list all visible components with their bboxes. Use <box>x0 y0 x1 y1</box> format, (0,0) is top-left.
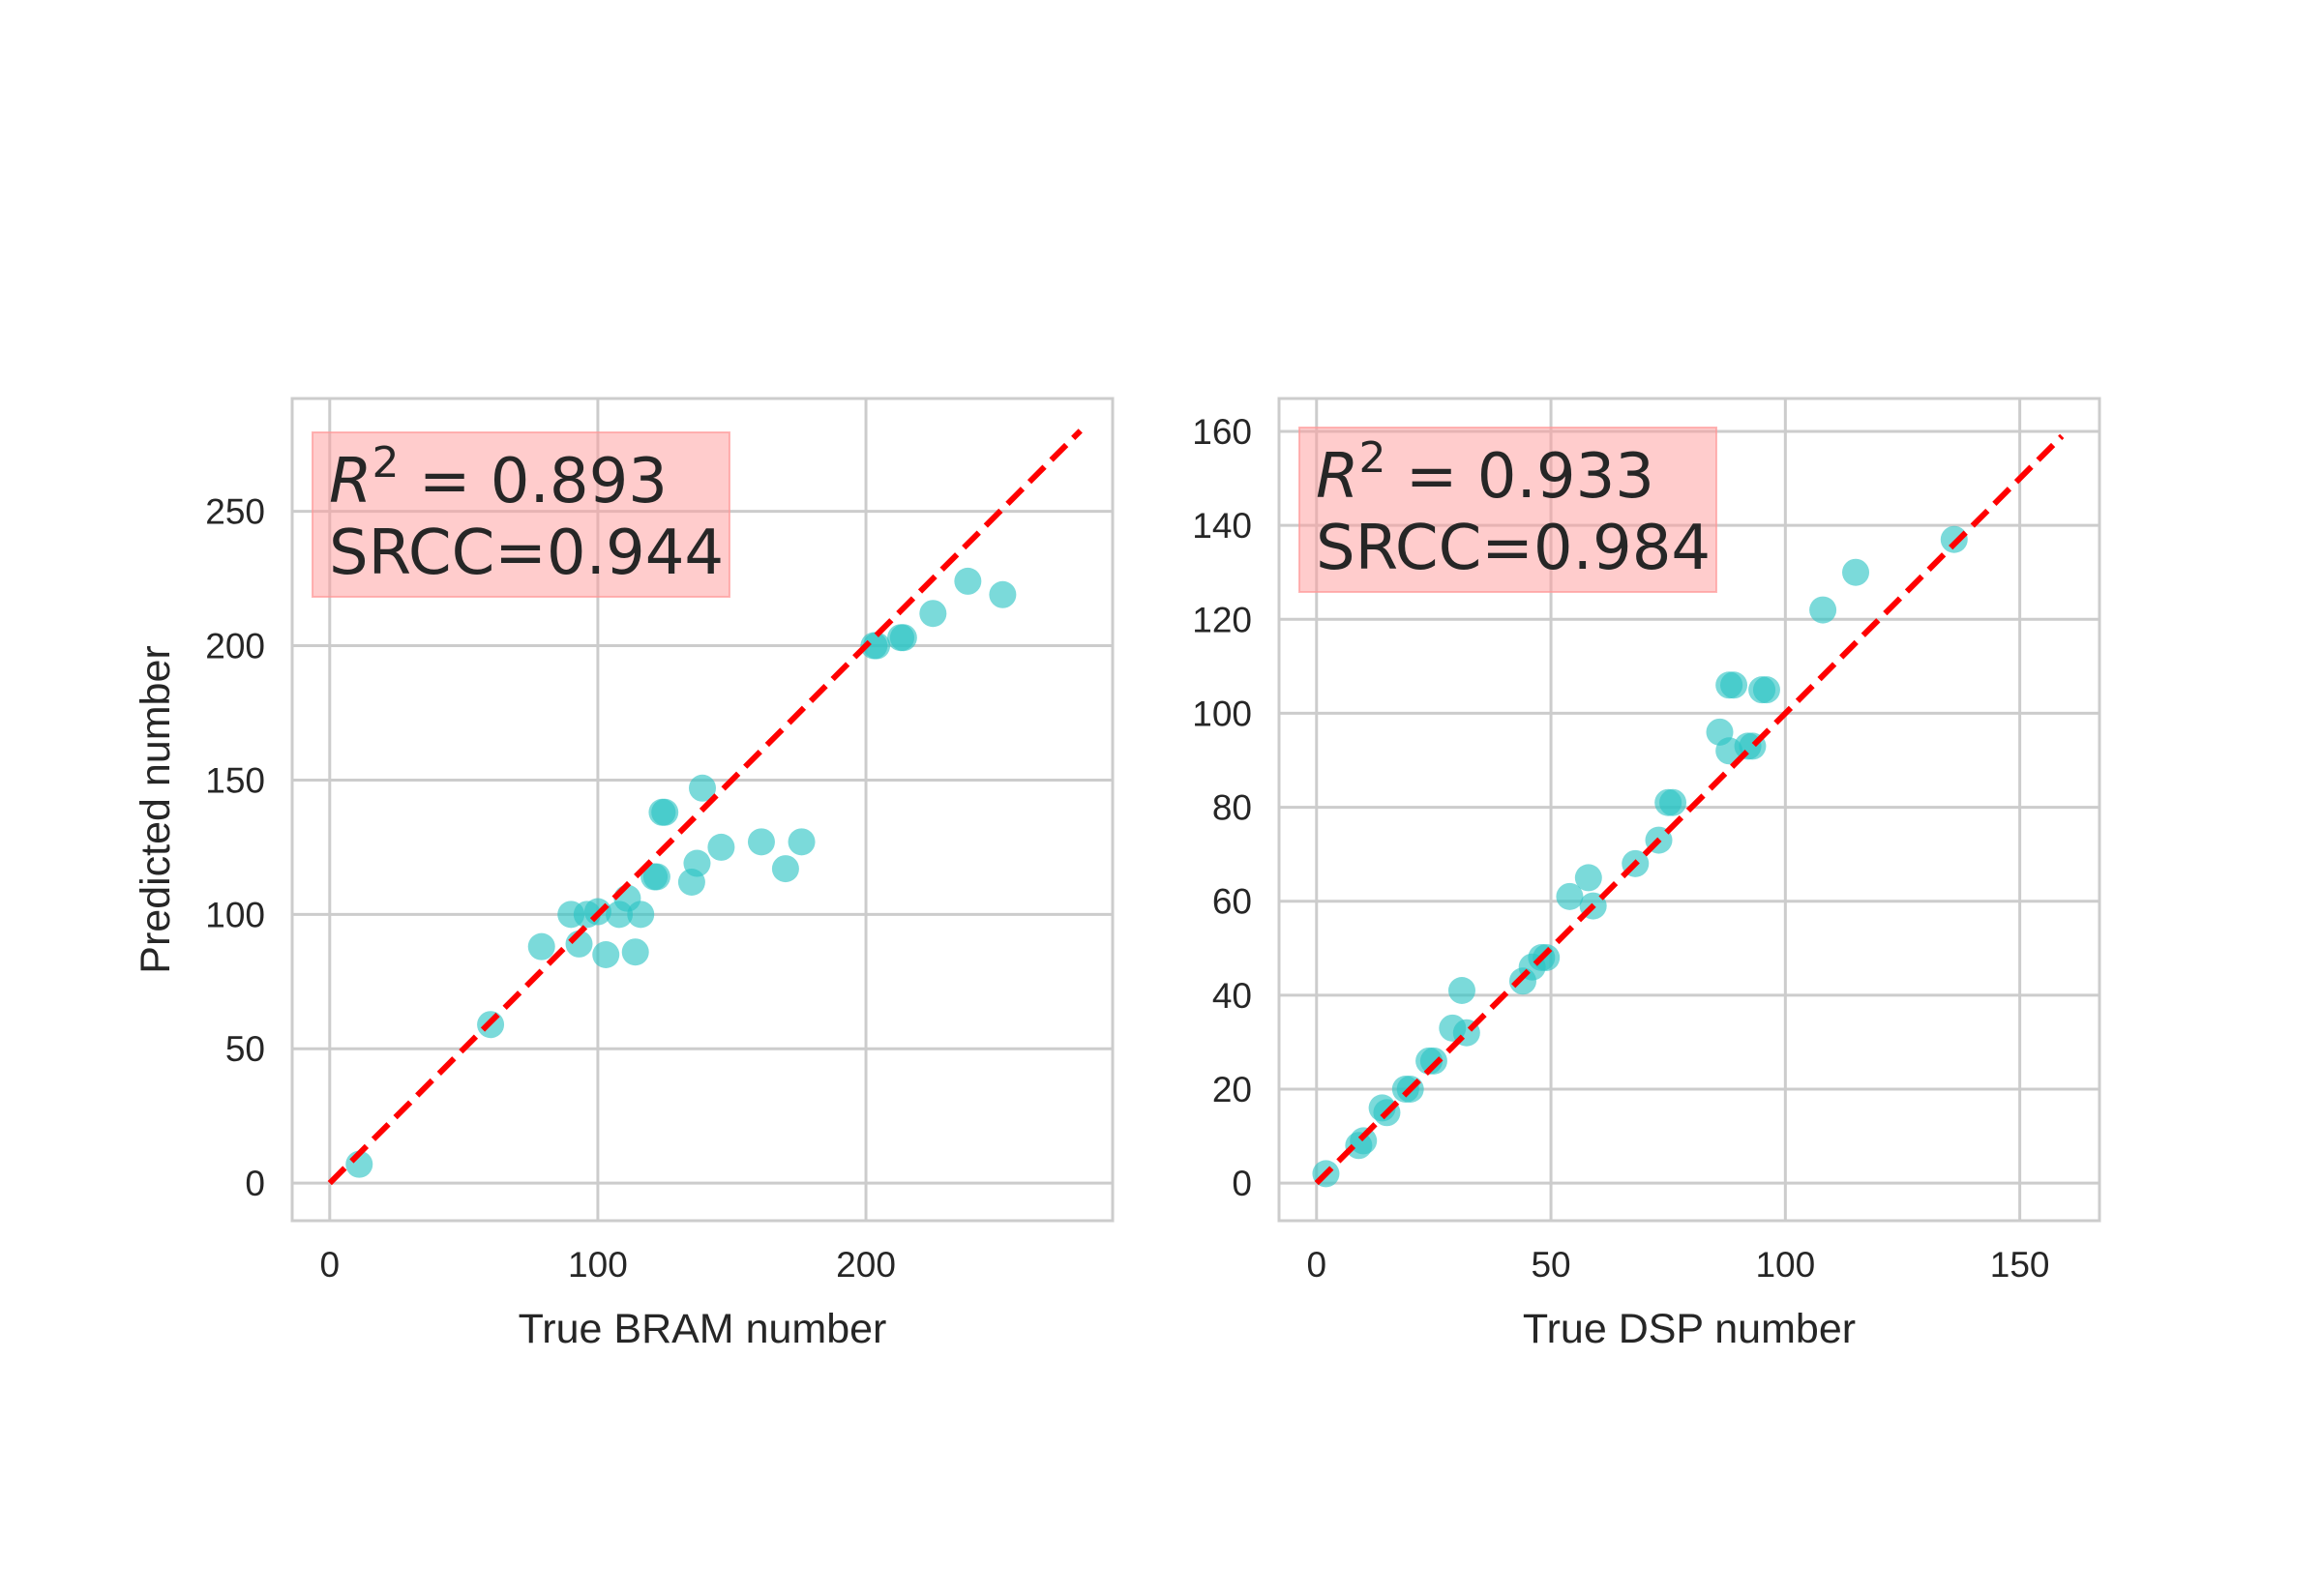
dsp-srcc-text: SRCC=0.984 <box>1316 513 1711 584</box>
bram-data-point <box>627 901 655 929</box>
dsp-x-tick-label: 50 <box>1531 1245 1570 1285</box>
bram-y-tick-label: 0 <box>245 1164 265 1203</box>
bram-r2-symbol: R <box>329 446 372 517</box>
bram-r2-text: R2 = 0.893 <box>329 438 668 517</box>
bram-axes-frame <box>290 397 1115 1223</box>
dsp-data-point <box>1659 788 1687 816</box>
bram-y-tick-label: 150 <box>205 760 265 800</box>
dsp-data-point <box>1419 1047 1447 1075</box>
dsp-r2-value: = 0.933 <box>1385 441 1654 513</box>
bram-y-ticks: 0 50 100 150 200 250 <box>205 492 265 1203</box>
bram-y-tick-label: 50 <box>225 1029 265 1069</box>
bram-r2-value: = 0.893 <box>399 446 668 517</box>
dsp-y-tick-label: 0 <box>1232 1164 1252 1203</box>
dsp-y-tick-label: 120 <box>1192 600 1252 639</box>
dsp-diagonal-line <box>1314 433 2065 1186</box>
dsp-data-point <box>1574 864 1602 892</box>
bram-scatter-plot: 0 100 200 0 50 100 150 200 250 True BRAM number… <box>133 397 1115 1352</box>
dsp-x-tick-label: 150 <box>1990 1245 2050 1285</box>
dsp-y-ticks: 0 20 40 60 80 100 120 140 160 <box>1192 412 1252 1203</box>
bram-data-point <box>707 833 735 861</box>
dsp-data-point <box>1720 671 1748 699</box>
dsp-x-axis-label: True DSP number <box>1523 1306 1856 1352</box>
bram-diagonal-line <box>327 429 1083 1186</box>
dsp-data-point <box>1350 1127 1378 1155</box>
dsp-x-tick-label: 100 <box>1755 1245 1815 1285</box>
bram-y-axis-label: Predicted number <box>133 645 179 973</box>
bram-x-tick-label: 200 <box>836 1245 896 1285</box>
dsp-scatter-plot: 0 50 100 150 0 20 40 60 80 100 120 140 160 True DSP… <box>1192 397 2101 1352</box>
bram-r2-exponent: 2 <box>372 438 399 488</box>
bram-data-point <box>954 567 982 595</box>
bram-data-point <box>863 632 891 660</box>
dsp-data-point <box>1809 596 1837 624</box>
dsp-axes-frame <box>1277 397 2101 1223</box>
bram-y-tick-label: 250 <box>205 492 265 532</box>
bram-data-point <box>683 849 711 877</box>
bram-data-point <box>651 798 679 826</box>
dsp-x-tick-label: 0 <box>1306 1245 1326 1285</box>
dsp-y-tick-label: 60 <box>1212 882 1252 922</box>
bram-x-tick-label: 100 <box>568 1245 628 1285</box>
bram-data-point <box>689 774 716 802</box>
dsp-data-point <box>1940 525 1968 553</box>
dsp-r2-exponent: 2 <box>1358 433 1385 483</box>
bram-y-tick-label: 200 <box>205 627 265 666</box>
bram-data-point <box>788 828 816 856</box>
bram-data-point <box>747 828 775 856</box>
bram-data-point <box>771 855 799 883</box>
dsp-y-tick-label: 140 <box>1192 506 1252 546</box>
bram-data-point <box>621 938 649 966</box>
bram-srcc-text: SRCC=0.944 <box>329 517 724 589</box>
bram-x-ticks: 0 100 200 <box>320 1245 896 1285</box>
dsp-data-point <box>1447 977 1475 1004</box>
bram-y-tick-label: 100 <box>205 895 265 934</box>
bram-data-point <box>642 863 670 891</box>
bram-points <box>345 567 1017 1178</box>
bram-data-point <box>919 600 947 628</box>
dsp-y-tick-label: 40 <box>1212 976 1252 1016</box>
dsp-data-point <box>1533 944 1561 971</box>
bram-x-axis-label: True BRAM number <box>519 1306 887 1352</box>
dsp-r2-symbol: R <box>1316 441 1358 513</box>
dsp-data-point <box>1752 676 1780 704</box>
dsp-data-point <box>1842 558 1870 586</box>
dsp-y-tick-label: 20 <box>1212 1070 1252 1109</box>
bram-data-point <box>989 580 1017 608</box>
dsp-y-tick-label: 80 <box>1212 788 1252 828</box>
bram-annotation-box <box>312 431 730 598</box>
bram-data-point <box>527 932 555 961</box>
dsp-x-ticks: 0 50 100 150 <box>1306 1245 2049 1285</box>
dsp-y-tick-label: 160 <box>1192 412 1252 452</box>
bram-x-tick-label: 0 <box>320 1245 341 1285</box>
dsp-data-point <box>1556 882 1584 910</box>
dsp-r2-text: R2 = 0.933 <box>1316 433 1654 513</box>
dsp-y-tick-label: 100 <box>1192 694 1252 733</box>
bram-data-point <box>889 624 917 652</box>
dsp-annotation-box <box>1298 427 1717 593</box>
bram-data-point <box>592 941 620 968</box>
